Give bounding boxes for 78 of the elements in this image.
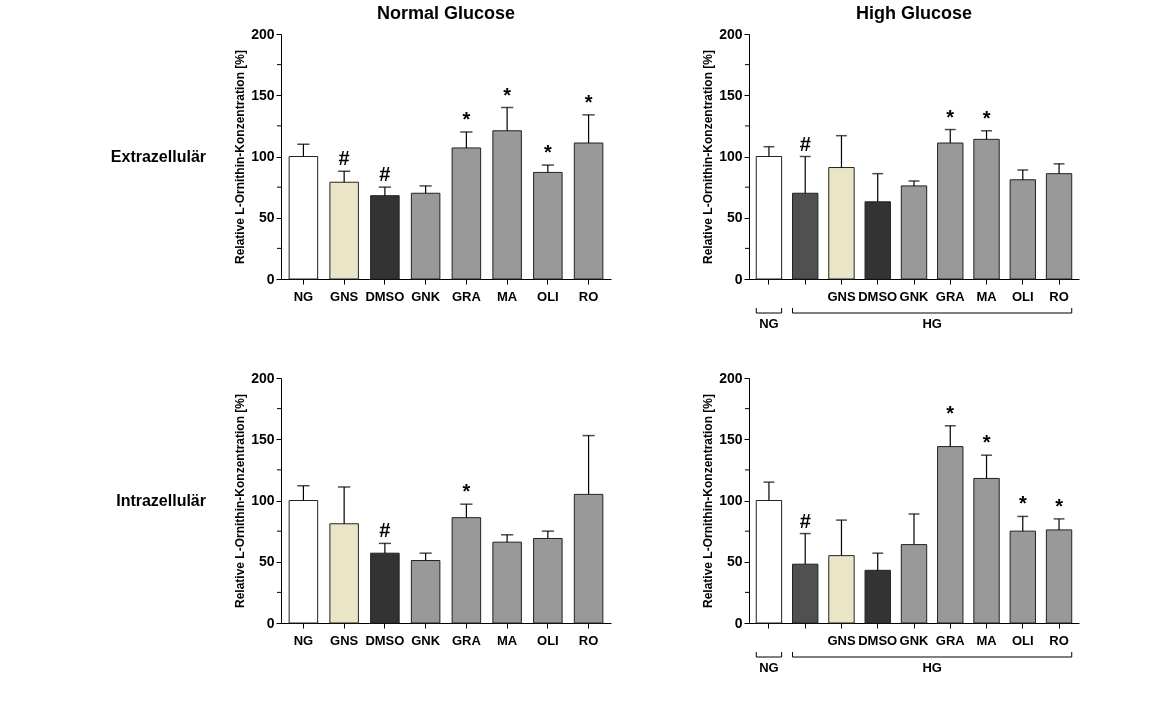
y-tick-label: 100 bbox=[251, 492, 275, 508]
x-tick-label: GRA bbox=[451, 288, 482, 304]
x-tick-label: GRA bbox=[935, 288, 966, 304]
data-label: * bbox=[543, 141, 552, 164]
x-tick-label: NG bbox=[293, 632, 314, 648]
x-tick-label: RO bbox=[1049, 288, 1069, 304]
y-tick-label: 200 bbox=[719, 369, 743, 386]
x-tick-label: DMSO bbox=[858, 632, 898, 648]
y-axis-title: Relative L-Ornithin-Konzentration [%] bbox=[233, 394, 248, 608]
x-tick-label: OLI bbox=[1011, 632, 1034, 648]
y-tick-label: 200 bbox=[251, 25, 275, 42]
x-tick-label: NG bbox=[293, 288, 314, 304]
y-tick-label: 100 bbox=[251, 148, 275, 164]
data-label: * bbox=[462, 108, 471, 130]
data-label: * bbox=[462, 480, 471, 503]
x-tick-label: DMSO bbox=[858, 288, 898, 304]
x-tick-label: GNK bbox=[411, 632, 441, 648]
data-label: * bbox=[503, 83, 512, 106]
x-tick-label: RO bbox=[1049, 632, 1069, 648]
x-tick-label: GNK bbox=[899, 632, 930, 648]
x-tick-label: MA bbox=[976, 288, 998, 304]
y-tick-label: 100 bbox=[719, 148, 743, 164]
x-tick-label: OLI bbox=[537, 632, 559, 648]
y-tick-label: 50 bbox=[258, 209, 275, 226]
data-label: # bbox=[379, 519, 391, 542]
x-tick-label: OLI bbox=[1011, 288, 1034, 304]
x-tick-label: GRA bbox=[935, 632, 966, 648]
x-tick-label: GRA bbox=[451, 632, 482, 648]
y-axis-title: Relative L-Ornithin-Konzentration [%] bbox=[701, 50, 716, 264]
chart-title: High Glucose bbox=[855, 3, 973, 23]
x-tick-label: OLI bbox=[537, 288, 559, 304]
data-label: # bbox=[799, 132, 811, 155]
data-label: * bbox=[982, 106, 991, 129]
data-label: * bbox=[982, 431, 991, 454]
text: NG bbox=[759, 316, 779, 331]
y-tick-label: 150 bbox=[719, 86, 743, 103]
y-tick-label: 0 bbox=[266, 270, 275, 287]
x-tick-label: DMSO bbox=[365, 288, 405, 304]
data-label: * bbox=[1018, 492, 1027, 515]
y-axis-title: Relative L-Ornithin-Konzentration [%] bbox=[701, 394, 716, 608]
x-tick-label: MA bbox=[976, 632, 998, 648]
x-tick-label: GNK bbox=[411, 288, 441, 304]
data-label: # bbox=[799, 509, 811, 532]
data-label: * bbox=[584, 90, 593, 113]
y-tick-label: 50 bbox=[726, 209, 743, 226]
x-tick-label: GNK bbox=[899, 288, 930, 304]
y-tick-label: 150 bbox=[251, 430, 275, 447]
y-tick-label: 50 bbox=[726, 553, 743, 570]
y-tick-label: 150 bbox=[251, 86, 275, 103]
y-tick-label: 150 bbox=[719, 430, 743, 447]
x-tick-label: GNS bbox=[330, 632, 359, 648]
x-tick-label: DMSO bbox=[365, 632, 405, 648]
y-tick-label: 0 bbox=[266, 614, 275, 631]
x-tick-label: RO bbox=[578, 632, 599, 648]
data-label: # bbox=[338, 147, 350, 170]
x-tick-label: GNS bbox=[827, 632, 856, 648]
data-label: # bbox=[379, 163, 391, 186]
y-axis-title: Relative L-Ornithin-Konzentration [%] bbox=[233, 50, 248, 264]
text: HG bbox=[922, 316, 942, 331]
y-tick-label: 100 bbox=[719, 492, 743, 508]
y-tick-label: 0 bbox=[734, 614, 743, 631]
data-label: * bbox=[1055, 494, 1064, 517]
y-tick-label: 50 bbox=[258, 553, 275, 570]
y-tick-label: 0 bbox=[734, 270, 743, 287]
x-tick-label: RO bbox=[578, 288, 599, 304]
text: Extrazellulär bbox=[110, 147, 206, 165]
x-tick-label: GNS bbox=[330, 288, 359, 304]
x-tick-label: GNS bbox=[827, 288, 856, 304]
data-label: * bbox=[946, 105, 955, 128]
text: Intrazellulär bbox=[116, 491, 206, 509]
text: HG bbox=[922, 660, 942, 675]
x-tick-label: MA bbox=[497, 288, 518, 304]
y-tick-label: 200 bbox=[251, 369, 275, 386]
chart-title: Normal Glucose bbox=[376, 3, 516, 23]
y-tick-label: 200 bbox=[719, 25, 743, 42]
text: NG bbox=[759, 660, 779, 675]
data-label: * bbox=[946, 401, 955, 424]
x-tick-label: MA bbox=[497, 632, 518, 648]
